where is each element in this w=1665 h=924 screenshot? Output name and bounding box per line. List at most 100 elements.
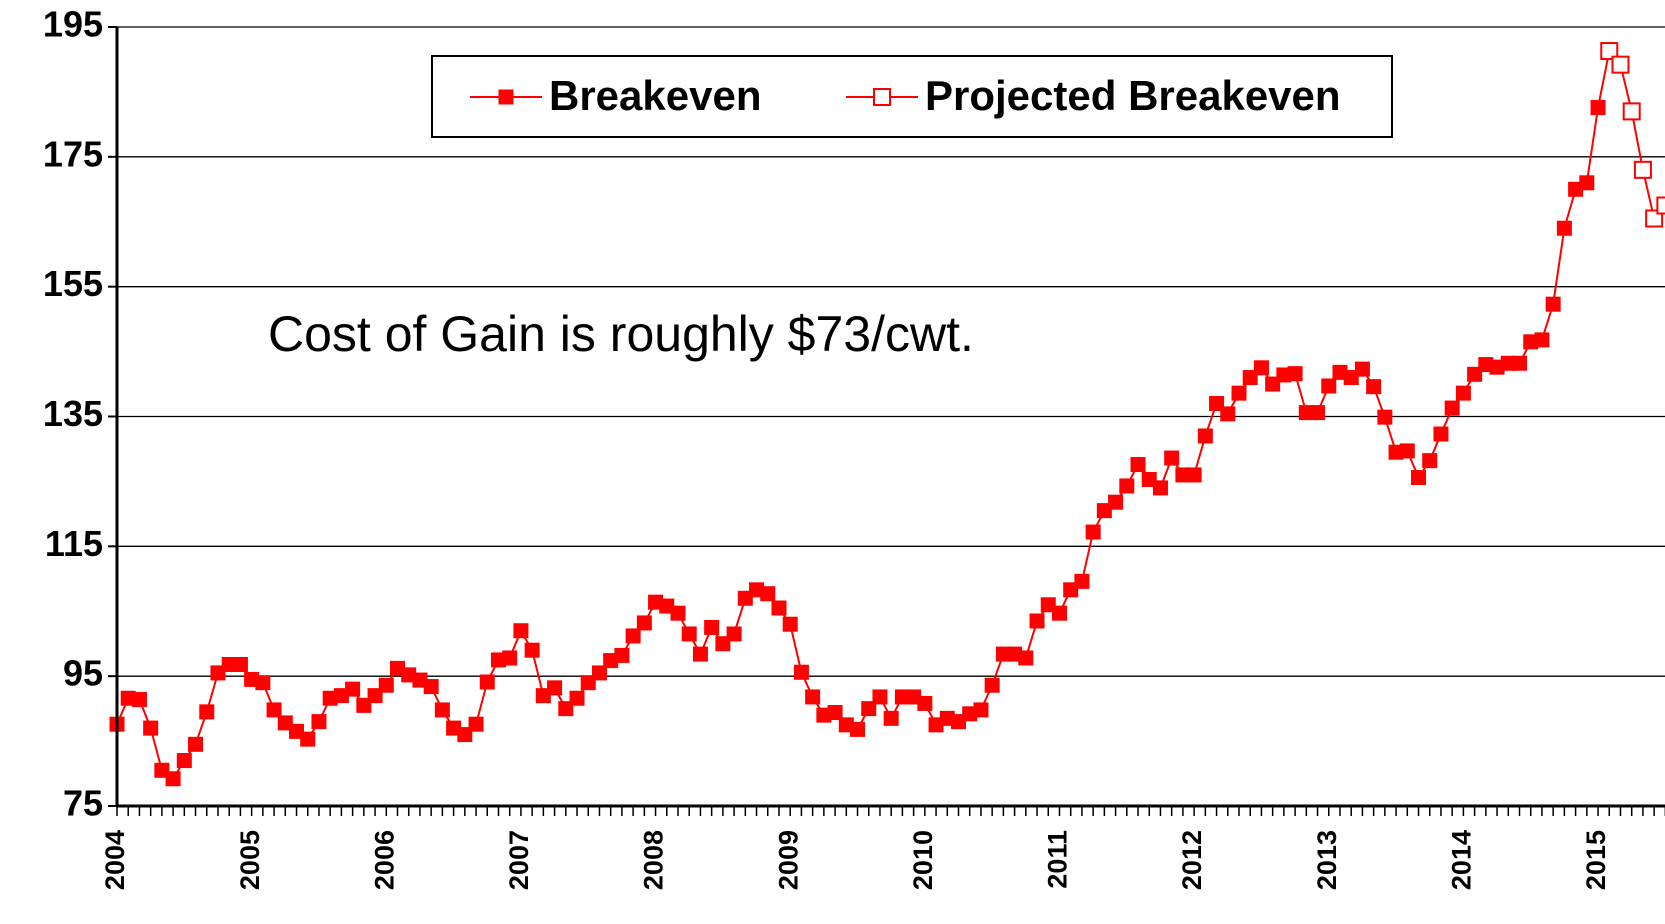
data-point [1310,405,1326,421]
data-point [378,677,394,693]
x-tick-label: 2013 [1312,830,1342,890]
data-point [1343,370,1359,386]
data-point [1622,102,1641,121]
data-point [1411,470,1427,486]
data-point [1186,467,1202,483]
data-point [468,716,484,732]
legend-marker [498,89,514,105]
data-point [951,714,966,730]
x-tick-label: 2015 [1581,830,1611,890]
x-tick-label: 2010 [908,830,938,890]
data-point [1455,385,1471,401]
data-point [883,710,899,726]
data-point [457,727,473,743]
data-point [1242,370,1258,386]
data-point [670,605,686,621]
data-point [255,675,271,691]
data-point [771,600,787,616]
data-point [1656,196,1665,215]
data-point [692,646,708,662]
data-point [1018,650,1034,666]
data-point [1231,385,1247,401]
data-point [1197,428,1213,444]
data-point [1029,613,1045,629]
y-tick-label: 175 [43,133,103,174]
data-point [827,705,843,721]
data-point [1253,360,1269,376]
data-point [591,665,607,681]
x-tick-label: 2012 [1177,830,1207,890]
data-point [266,702,282,718]
data-point [1422,453,1438,469]
data-point [973,702,989,718]
data-point [154,762,170,778]
data-point [861,701,877,717]
grid [117,26,1665,807]
data-point [1130,457,1146,473]
x-tick-label: 2008 [639,830,669,890]
data-point [636,615,652,631]
data-point [311,714,327,730]
y-tick-label: 95 [63,653,103,694]
data-point [782,616,798,632]
data-point [176,753,192,769]
data-point [1108,494,1124,510]
data-point [1152,480,1168,496]
data-point [1119,478,1135,494]
data-point [1433,426,1449,442]
data-point [1085,524,1101,540]
data-point [502,650,518,666]
data-point [1633,160,1652,179]
data-point [872,689,888,705]
data-point [1534,332,1550,348]
data-point [1209,396,1225,412]
data-point [524,642,540,658]
data-point [793,664,809,680]
data-point [1556,220,1572,236]
data-point [625,628,641,644]
data-point [1590,99,1606,115]
y-tick-label: 195 [43,4,103,45]
data-point [805,689,821,705]
data-point [1399,443,1415,459]
series-line [1608,50,1665,221]
data-point [1611,55,1630,74]
legend: Breakeven Projected Breakeven [431,55,1393,138]
data-point [704,619,720,635]
data-point [715,636,731,652]
data-point [131,692,147,708]
x-tick-label: 2005 [235,830,265,890]
data-point [614,647,630,663]
data-point [423,679,439,695]
data-point [737,590,753,606]
data-point [760,586,776,602]
annotation: Cost of Gain is roughly $73/cwt. [268,306,974,362]
data-point [558,701,574,717]
data-point [1600,42,1619,61]
data-point [1164,450,1180,466]
data-point [547,680,563,696]
data-point [1141,471,1157,487]
data-point [356,697,372,713]
y-tick-label: 75 [63,783,103,824]
data-point [1512,355,1527,371]
data-point [1051,605,1067,621]
data-point [165,771,181,787]
legend-label: Breakeven [549,72,761,119]
data-point [277,715,293,731]
x-tick-label: 2014 [1447,830,1477,890]
data-point [1545,296,1561,312]
x-tick-label: 2009 [773,830,803,890]
data-point [917,695,933,711]
data-point [479,674,495,690]
data-point [434,702,450,718]
y-tick-label: 115 [45,523,103,564]
y-tick-label: 155 [43,263,103,304]
x-tick-label: 2007 [504,830,534,890]
data-point [850,721,866,737]
data-point [210,665,226,681]
x-tick-label: 2006 [369,830,399,890]
data-point [984,677,1000,693]
data-point [569,690,585,706]
